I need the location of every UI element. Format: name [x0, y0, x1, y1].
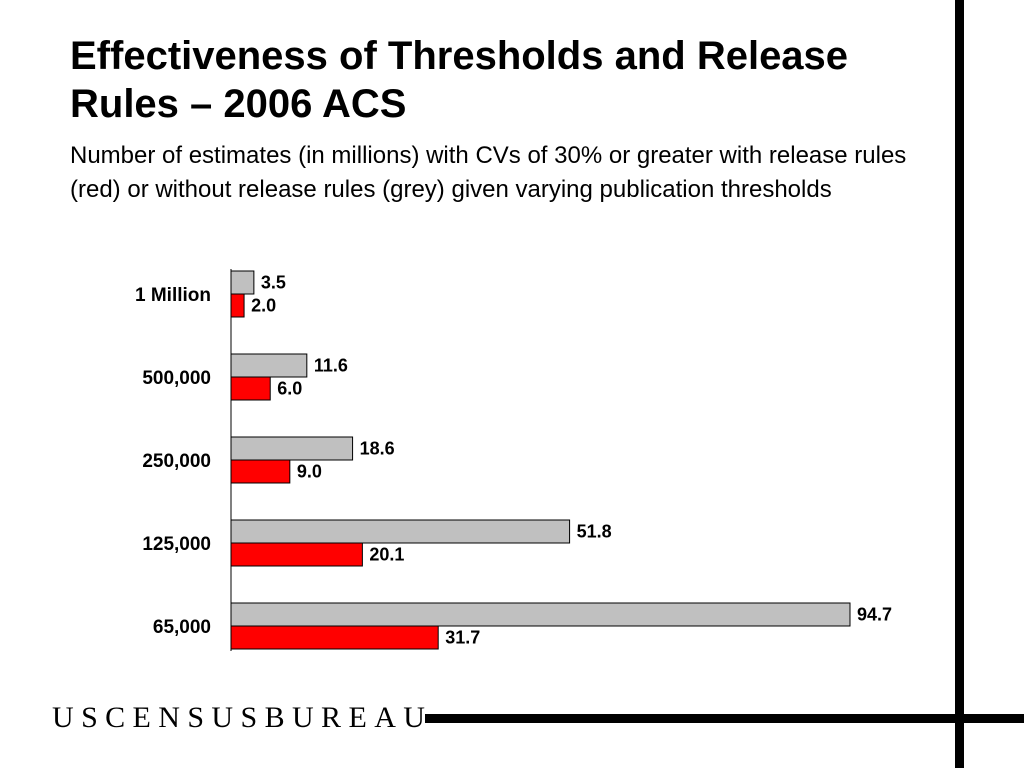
bar-value-label: 6.0 [277, 379, 302, 399]
bar-with-release-rules [230, 542, 363, 567]
slide-title: Effectiveness of Thresholds and Release … [70, 34, 849, 126]
footer-rule-divider [425, 714, 1024, 723]
slide-subtitle: Number of estimates (in millions) with C… [70, 142, 907, 203]
bar-value-label: 3.5 [261, 273, 286, 293]
bar-with-release-rules [230, 625, 439, 650]
bar-without-release-rules [230, 353, 308, 378]
bar-with-release-rules [230, 376, 271, 401]
category-label: 65,000 [153, 617, 211, 638]
bar-value-label: 9.0 [297, 462, 322, 482]
bar-without-release-rules [230, 270, 255, 295]
bar-without-release-rules [230, 602, 851, 627]
category-label: 500,000 [142, 368, 211, 389]
bar-with-release-rules [230, 293, 245, 318]
category-label: 125,000 [142, 534, 211, 555]
bar-value-label: 11.6 [314, 356, 348, 376]
bar-value-label: 31.7 [445, 628, 480, 648]
bar-value-label: 51.8 [577, 522, 612, 542]
bar-value-label: 18.6 [360, 439, 395, 459]
bar-value-label: 94.7 [857, 605, 892, 625]
category-label: 250,000 [142, 451, 211, 472]
census-bureau-logo: USCENSUSBUREAU [52, 701, 433, 734]
vertical-rule-divider [955, 0, 964, 768]
bar-value-label: 20.1 [369, 545, 404, 565]
bar-without-release-rules [230, 519, 571, 544]
category-label: 1 Million [135, 285, 211, 306]
bar-with-release-rules [230, 459, 291, 484]
bar-value-label: 2.0 [251, 296, 276, 316]
bar-chart: 1 Million 3.5 2.0 500,000 11.6 6.0 250,000 18.6… [135, 269, 892, 651]
bar-without-release-rules [230, 436, 354, 461]
